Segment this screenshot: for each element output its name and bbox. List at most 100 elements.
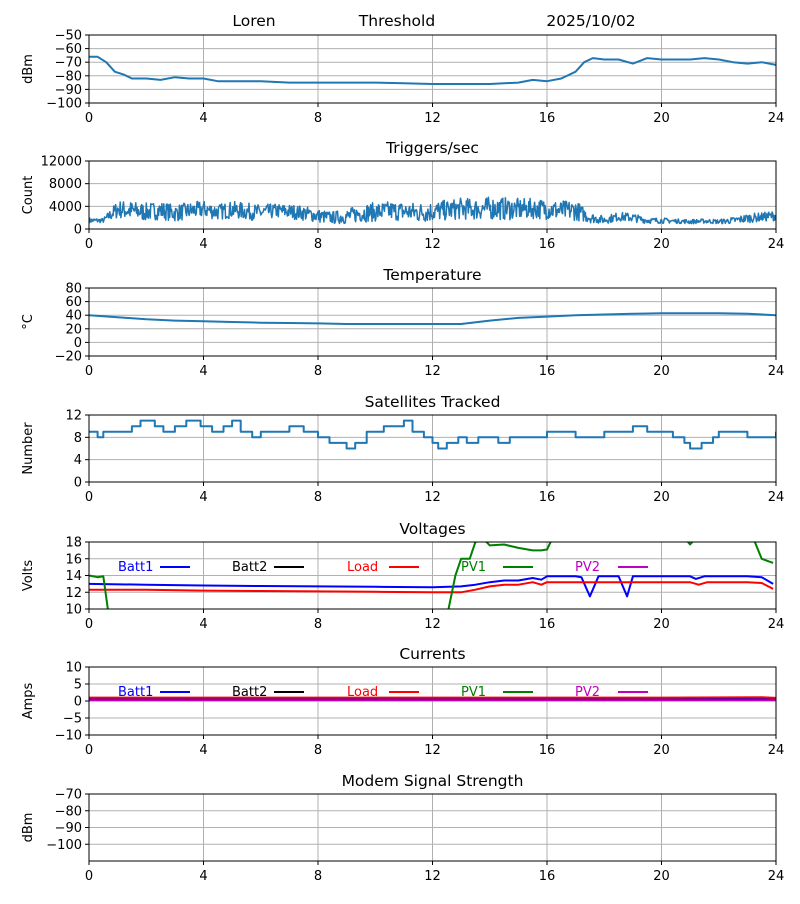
y-axis-label: Count: [21, 176, 36, 215]
series-line-triggers-sec: [89, 196, 776, 225]
x-tick-label: 20: [653, 237, 670, 252]
x-tick-label: 16: [539, 743, 556, 758]
y-tick-label: 16: [65, 552, 82, 567]
y-tick-label: −80: [55, 804, 82, 819]
x-tick-label: 12: [424, 364, 441, 379]
series-line-load: [89, 696, 776, 699]
y-axis-label: dBm: [21, 54, 36, 84]
x-tick-label: 20: [653, 490, 670, 505]
x-tick-label: 20: [653, 364, 670, 379]
x-tick-label: 4: [199, 869, 207, 884]
y-tick-label: 12: [65, 409, 82, 424]
x-tick-label: 0: [85, 743, 93, 758]
x-tick-label: 20: [653, 617, 670, 632]
y-tick-label: 14: [65, 569, 82, 584]
y-tick-label: 60: [65, 295, 82, 310]
y-tick-label: −20: [55, 350, 82, 365]
x-tick-label: 20: [653, 869, 670, 884]
series-line-satellites-tracked: [89, 419, 776, 450]
series-line-threshold: [89, 55, 776, 85]
x-tick-label: 24: [768, 617, 785, 632]
x-tick-label: 24: [768, 364, 785, 379]
y-tick-label: 12000: [41, 155, 82, 170]
chart-title: Triggers/sec: [385, 139, 479, 157]
series-line-load: [89, 581, 774, 594]
chart-title: Modem Signal Strength: [342, 772, 524, 790]
y-tick-label: 10: [65, 603, 82, 618]
x-tick-label: 8: [314, 237, 322, 252]
y-tick-label: −100: [46, 97, 82, 112]
x-tick-label: 4: [199, 237, 207, 252]
x-tick-label: 24: [768, 237, 785, 252]
y-tick-label: 10: [65, 661, 82, 676]
y-tick-label: 0: [74, 695, 82, 710]
x-tick-label: 0: [85, 617, 93, 632]
chart-title: Satellites Tracked: [365, 393, 501, 411]
y-tick-label: 0: [74, 336, 82, 351]
x-tick-label: 8: [314, 617, 322, 632]
y-tick-label: −50: [55, 29, 82, 44]
y-axis-label: Number: [21, 422, 36, 475]
series-line-temperature: [89, 312, 776, 325]
header-mode: Threshold: [358, 12, 435, 30]
x-tick-label: 12: [424, 111, 441, 126]
y-axis-label: Amps: [21, 682, 36, 719]
y-tick-label: 80: [65, 282, 82, 297]
panel-threshold: 0 4 8 12 16 20 24 −100−90−80−70−60−50 dBm: [21, 29, 784, 127]
y-axis-label: Volts: [21, 560, 36, 592]
legend-label: Batt2: [232, 685, 267, 700]
y-tick-label: −10: [55, 729, 82, 744]
x-tick-label: 0: [85, 111, 93, 126]
y-tick-label: 20: [65, 322, 82, 337]
header-date: 2025/10/02: [546, 12, 635, 30]
x-tick-label: 8: [314, 364, 322, 379]
legend-label: Load: [347, 685, 378, 700]
x-tick-label: 12: [424, 490, 441, 505]
y-axis-label: °C: [21, 314, 36, 330]
legend-label: Batt2: [232, 560, 267, 575]
y-axis-label: dBm: [21, 813, 36, 843]
y-tick-label: −90: [55, 821, 82, 836]
y-tick-label: 12: [65, 586, 82, 601]
legend-label: Load: [347, 560, 378, 575]
x-tick-label: 16: [539, 617, 556, 632]
panel-modem: 0 4 8 12 16 20 24 −100 −90 −80−70 Modem Signal Str…: [21, 772, 784, 884]
x-tick-label: 24: [768, 490, 785, 505]
y-tick-label: 0: [74, 476, 82, 491]
header-station: Loren: [232, 12, 275, 30]
x-tick-label: 0: [85, 237, 93, 252]
y-tick-label: 18: [65, 536, 82, 551]
x-tick-label: 8: [314, 743, 322, 758]
chart-title: Voltages: [399, 520, 465, 538]
legend-label: Batt1: [118, 685, 153, 700]
y-tick-label: 8: [74, 431, 82, 446]
x-tick-label: 12: [424, 617, 441, 632]
legend-label: PV1: [461, 685, 486, 700]
x-tick-label: 8: [314, 869, 322, 884]
legend-label: PV1: [461, 560, 486, 575]
panel-currents: 0 4 8 12 16 20 24 −10 −5 0 5 10 Currents Amps Batt1 Bat…: [21, 645, 784, 758]
x-tick-label: 16: [539, 237, 556, 252]
y-tick-label: 4: [74, 453, 82, 468]
x-tick-label: 12: [424, 743, 441, 758]
x-tick-label: 24: [768, 111, 785, 126]
y-tick-label: −90: [55, 83, 82, 98]
panel-triggers: 0 4 8 12 16 20 24 0 4000 8000 12000 Triggers/sec Cou…: [21, 139, 784, 252]
y-tick-label: −100: [46, 838, 82, 853]
y-tick-label: 4000: [49, 200, 82, 215]
legend-label: Batt1: [118, 560, 153, 575]
y-tick-label: 0: [74, 223, 82, 238]
x-tick-label: 0: [85, 364, 93, 379]
y-tick-label: 5: [74, 678, 82, 693]
x-tick-label: 0: [85, 869, 93, 884]
x-tick-label: 4: [199, 490, 207, 505]
x-tick-label: 8: [314, 111, 322, 126]
x-tick-label: 8: [314, 490, 322, 505]
y-tick-label: −70: [55, 56, 82, 71]
x-tick-label: 16: [539, 364, 556, 379]
